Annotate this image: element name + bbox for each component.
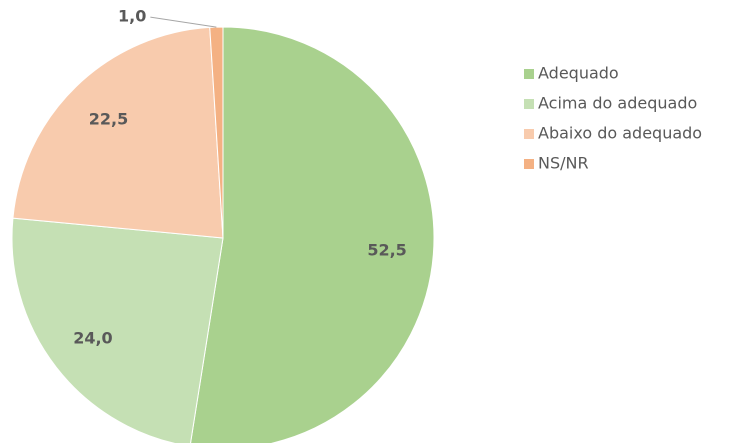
pie-slice xyxy=(190,26,435,443)
pie-slice xyxy=(12,26,224,239)
data-label: 22,5 xyxy=(89,109,128,128)
legend-swatch xyxy=(524,99,534,109)
legend-swatch xyxy=(524,69,534,79)
legend-label: Acima do adequado xyxy=(538,94,697,113)
pie-slice xyxy=(11,217,224,443)
leader-line xyxy=(150,16,217,28)
legend-label: Abaixo do adequado xyxy=(538,124,702,143)
data-label: 24,0 xyxy=(73,328,112,347)
data-label: 52,5 xyxy=(367,240,406,259)
legend-label: Adequado xyxy=(538,64,619,83)
legend-swatch xyxy=(524,129,534,139)
legend-swatch xyxy=(524,159,534,169)
data-label: 1,0 xyxy=(118,7,146,26)
legend-label: NS/NR xyxy=(538,154,589,173)
